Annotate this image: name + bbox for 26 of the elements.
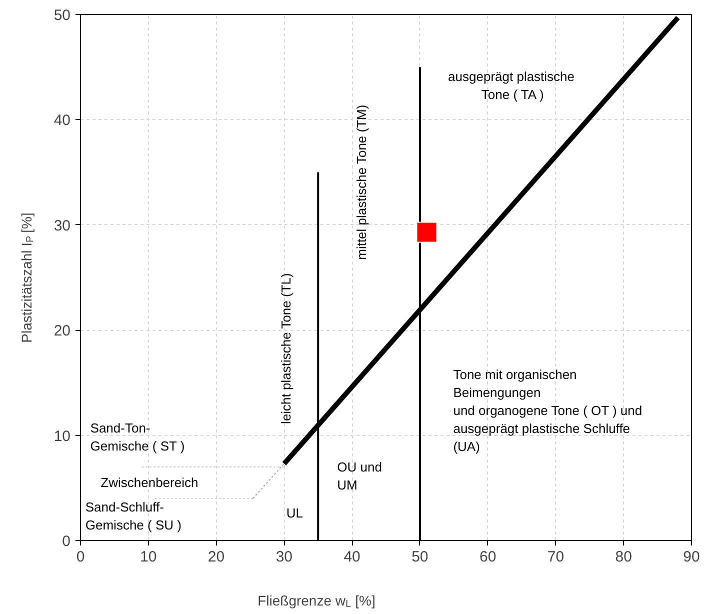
x-tick-label: 90 xyxy=(683,548,700,566)
x-tick-label: 70 xyxy=(547,548,564,566)
annotation: leicht plastische Tone (TL) xyxy=(278,273,294,424)
y-axis-title: Plastizitätszahl IP [%] xyxy=(18,212,36,343)
x-tick-label: 0 xyxy=(76,548,85,566)
y-tick-label: 0 xyxy=(62,533,70,550)
annotation: ausgeprägt plastische Tone ( TA ) xyxy=(448,69,575,102)
x-tick-label: 20 xyxy=(208,548,225,566)
x-tick-label: 40 xyxy=(344,548,360,566)
annotation: Tone mit organischen Beimengungen und organogene Tone ( OT ) und ausgeprägt plastische Schluffe (UA) xyxy=(453,366,642,454)
x-tick-label: 50 xyxy=(412,548,428,566)
y-tick-label: 40 xyxy=(54,112,71,130)
y-tick-label: 10 xyxy=(54,428,71,445)
x-tick-label: 60 xyxy=(479,548,496,566)
y-tick-label: 30 xyxy=(54,217,71,234)
x-tick-label: 10 xyxy=(140,548,157,566)
y-tick-label: 50 xyxy=(54,7,71,24)
annotation: Zwischenbereich xyxy=(100,475,198,490)
annotation: Sand-Schluff- Gemische ( SU ) xyxy=(85,499,182,532)
x-tick-label: 80 xyxy=(615,548,632,566)
y-tick-label: 20 xyxy=(54,322,71,340)
annotation: OU und UM xyxy=(337,459,382,492)
annotation: Sand-Ton- Gemische ( ST ) xyxy=(90,420,185,454)
x-tick-label: 30 xyxy=(276,548,293,566)
annotation: mittel plastische Tone (TM) xyxy=(354,104,370,260)
annotation: UL xyxy=(286,506,304,521)
